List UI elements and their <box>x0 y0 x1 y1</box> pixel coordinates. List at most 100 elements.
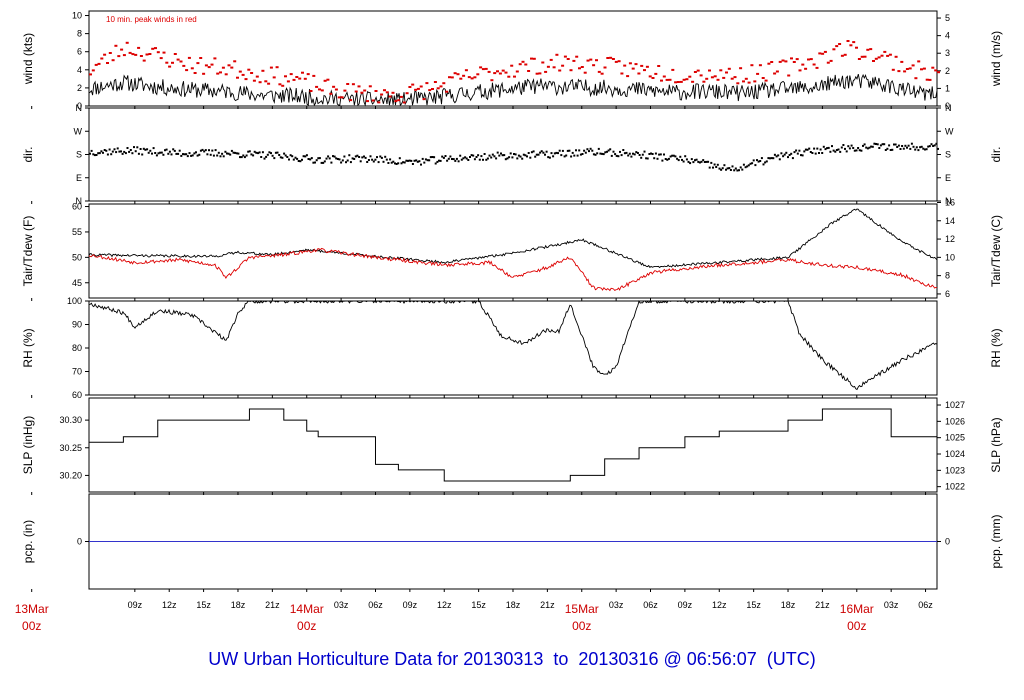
direction-dir-point <box>428 159 431 162</box>
direction-dir-point <box>777 154 780 157</box>
wind-peak-point <box>453 72 457 75</box>
wind-peak-point <box>193 72 197 74</box>
direction-dir-point <box>191 154 194 157</box>
direction-dir-point <box>924 148 926 151</box>
direction-dir-point <box>850 144 853 147</box>
direction-dir-point <box>111 150 114 153</box>
direction-dir-point <box>933 144 936 147</box>
direction-dir-point <box>185 153 188 156</box>
direction-dir-point <box>876 143 879 146</box>
direction-dir-point <box>787 156 789 159</box>
direction-dir-point <box>500 152 502 155</box>
direction-dir-point <box>434 162 437 165</box>
pressure-right-tick-label: 1022 <box>945 482 965 492</box>
wind-peak-point <box>897 70 901 73</box>
x-hour-label: 09z <box>128 600 143 610</box>
direction-dir-point <box>636 152 639 154</box>
direction-dir-point <box>472 154 475 157</box>
direction-dir-point <box>697 160 700 163</box>
direction-dir-point <box>147 151 150 154</box>
direction-dir-point <box>359 160 362 163</box>
direction-dir-point <box>186 155 189 158</box>
wind-peak-point <box>329 92 333 95</box>
wind-peak-point <box>97 62 101 65</box>
direction-dir-point <box>367 159 370 161</box>
direction-dir-point <box>103 149 106 151</box>
direction-dir-point <box>216 154 219 157</box>
direction-dir-point <box>108 148 111 151</box>
direction-dir-point <box>529 156 532 159</box>
direction-dir-point <box>834 150 837 153</box>
wind-right-tick-label: 0 <box>945 101 950 111</box>
direction-dir-point <box>932 145 935 147</box>
wind-peak-point <box>606 57 610 59</box>
direction-dir-point <box>455 157 458 160</box>
direction-dir-point <box>387 162 390 164</box>
direction-dir-point <box>928 145 931 148</box>
wind-peak-point <box>442 82 446 85</box>
wind-peak-point <box>784 60 788 63</box>
direction-dir-point <box>235 152 238 155</box>
wind-peak-point <box>363 89 367 92</box>
wind-peak-point <box>654 72 658 75</box>
direction-dir-point <box>284 154 287 157</box>
wind-peak-point <box>713 75 717 78</box>
wind-peak-point <box>739 67 743 70</box>
wind-peak-point <box>388 95 392 98</box>
temperature-panel: 45 50 55 60 6 8 10 12 14 16 Tair/Tdew (F) Tair/Tdew… <box>21 197 1003 301</box>
wind-peak-point <box>182 64 186 67</box>
direction-dir-point <box>718 167 721 170</box>
direction-dir-point <box>407 159 409 162</box>
direction-dir-point <box>237 152 240 155</box>
wind-peak-point <box>137 46 141 49</box>
wind-peak-point <box>247 68 251 71</box>
direction-dir-point <box>852 147 855 149</box>
wind-peak-point <box>374 90 378 92</box>
wind-peak-point <box>431 88 434 90</box>
wind-peak-point <box>337 96 341 99</box>
direction-dir-point <box>102 151 104 154</box>
direction-dir-point <box>765 160 768 163</box>
direction-ylabel-right: dir. <box>989 146 1003 162</box>
wind-peak-point <box>770 61 774 63</box>
direction-dir-point <box>464 156 467 159</box>
direction-dir-point <box>459 154 462 157</box>
direction-dir-point <box>725 168 727 171</box>
wind-peak-point <box>917 60 921 63</box>
direction-dir-point <box>667 157 670 160</box>
direction-dir-point <box>444 155 447 157</box>
wind-peak-point <box>498 72 502 75</box>
wind-peak-point <box>905 68 909 70</box>
direction-dir-point <box>503 154 506 157</box>
wind-peak-point <box>219 71 222 74</box>
direction-dir-point <box>560 154 563 157</box>
wind-peak-point <box>269 66 273 69</box>
direction-dir-point <box>403 161 406 164</box>
wind-peak-point <box>928 78 932 81</box>
direction-dir-point <box>548 156 551 159</box>
wind-peak-point <box>767 62 771 65</box>
direction-dir-point <box>726 167 729 170</box>
wind-peak-point <box>391 91 395 94</box>
direction-dir-point <box>672 154 675 157</box>
direction-dir-point <box>411 163 414 165</box>
direction-dir-point <box>767 157 770 160</box>
direction-dir-point <box>661 159 664 162</box>
direction-dir-point <box>372 160 375 163</box>
pressure-left-tick-label: 30.30 <box>59 415 82 425</box>
wind-peak-point <box>589 58 593 61</box>
direction-dir-point <box>206 153 209 156</box>
wind-peak-point <box>281 84 285 87</box>
direction-dir-point <box>698 161 701 164</box>
direction-dir-point <box>842 144 845 146</box>
wind-peak-point <box>204 64 208 67</box>
direction-dir-point <box>935 142 938 145</box>
direction-dir-point <box>674 155 677 158</box>
wind-peak-point <box>450 76 454 79</box>
direction-dir-point <box>845 150 848 153</box>
wind-peak-point <box>139 55 143 57</box>
direction-dir-point <box>201 148 204 151</box>
wind-peak-point <box>301 71 304 74</box>
direction-dir-point <box>480 155 483 158</box>
direction-dir-point <box>379 155 382 158</box>
